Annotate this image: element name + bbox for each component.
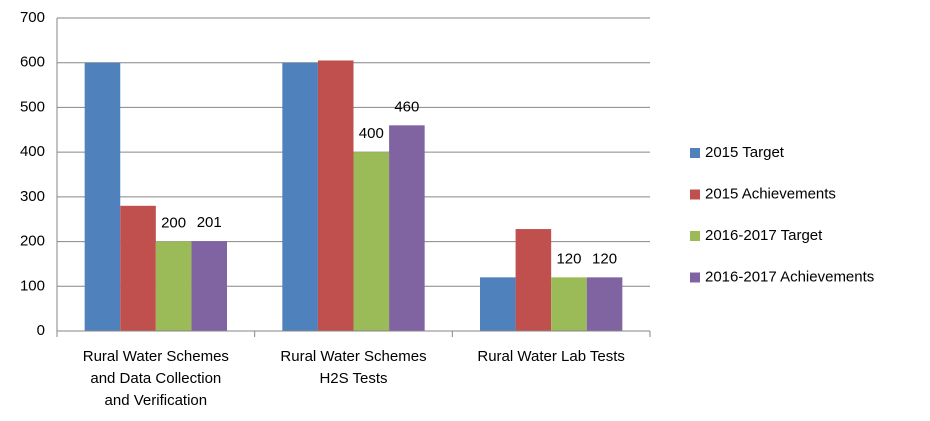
data-label: 120: [592, 250, 617, 267]
bar: [551, 277, 587, 331]
x-tick-label: Rural Water Schemes H2S Tests: [280, 348, 426, 387]
x-tick-label-line: and Verification: [105, 392, 208, 409]
data-label: 400: [359, 125, 384, 142]
bar: [120, 205, 156, 331]
legend-swatch: [690, 189, 700, 200]
bar: [586, 277, 623, 331]
bar: [389, 125, 425, 331]
x-tick-label-line: Rural Water Schemes: [83, 348, 229, 365]
legend-label: 2015 Achievements: [705, 185, 836, 202]
x-tick-label-line: Rural Water Lab Tests: [477, 348, 625, 365]
data-label: 120: [556, 250, 581, 267]
data-label: 460: [394, 98, 419, 115]
legend-label: 2016-2017 Target: [705, 227, 823, 244]
x-tick-label-line: Rural Water Schemes: [280, 348, 426, 365]
bar: [191, 241, 227, 331]
y-tick-label: 500: [20, 98, 45, 115]
x-tick-label: Rural Water Lab Tests: [477, 348, 625, 365]
y-tick-label: 0: [37, 322, 45, 339]
bar: [353, 152, 390, 331]
legend-swatch: [690, 148, 700, 158]
bar: [155, 241, 192, 331]
bar: [282, 62, 318, 331]
y-tick-label: 400: [20, 143, 45, 160]
data-label: 201: [197, 214, 222, 231]
legend-swatch: [690, 272, 700, 283]
legend-label: 2016-2017 Achievements: [705, 268, 874, 285]
y-tick-label: 200: [20, 233, 45, 250]
x-tick-label: Rural Water Schemes and Data Collection an…: [83, 348, 229, 409]
x-tick-label-line: and Data Collection: [90, 370, 221, 387]
data-label: 200: [161, 215, 186, 232]
bar: [84, 62, 121, 331]
legend-label: 2015 Target: [705, 144, 785, 161]
bar: [480, 277, 516, 331]
x-tick-label-line: H2S Tests: [319, 370, 387, 387]
y-tick-label: 100: [20, 277, 45, 294]
bar: [317, 60, 354, 331]
y-tick-label: 700: [20, 9, 45, 26]
bar: [515, 229, 552, 331]
y-tick-label: 300: [20, 188, 45, 205]
legend-swatch: [690, 231, 700, 241]
y-tick-label: 600: [20, 54, 45, 71]
